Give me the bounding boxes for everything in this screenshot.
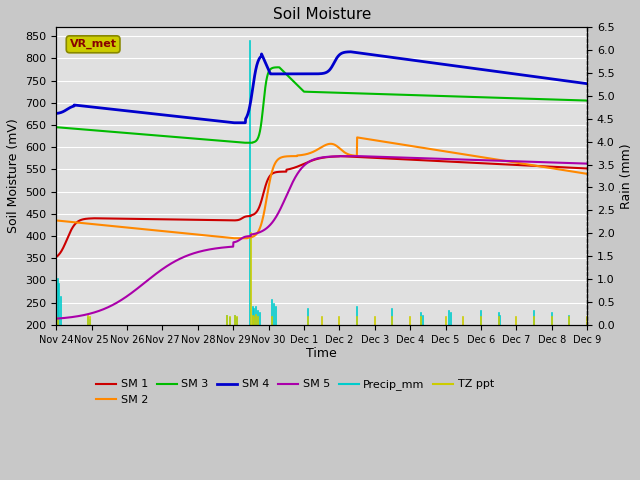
Y-axis label: Soil Moisture (mV): Soil Moisture (mV): [7, 119, 20, 233]
Y-axis label: Rain (mm): Rain (mm): [620, 143, 633, 209]
Text: VR_met: VR_met: [70, 39, 116, 49]
Legend: SM 1, SM 2, SM 3, SM 4, SM 5, Precip_mm, TZ ppt: SM 1, SM 2, SM 3, SM 4, SM 5, Precip_mm,…: [92, 375, 499, 409]
Title: Soil Moisture: Soil Moisture: [273, 7, 371, 22]
X-axis label: Time: Time: [307, 348, 337, 360]
